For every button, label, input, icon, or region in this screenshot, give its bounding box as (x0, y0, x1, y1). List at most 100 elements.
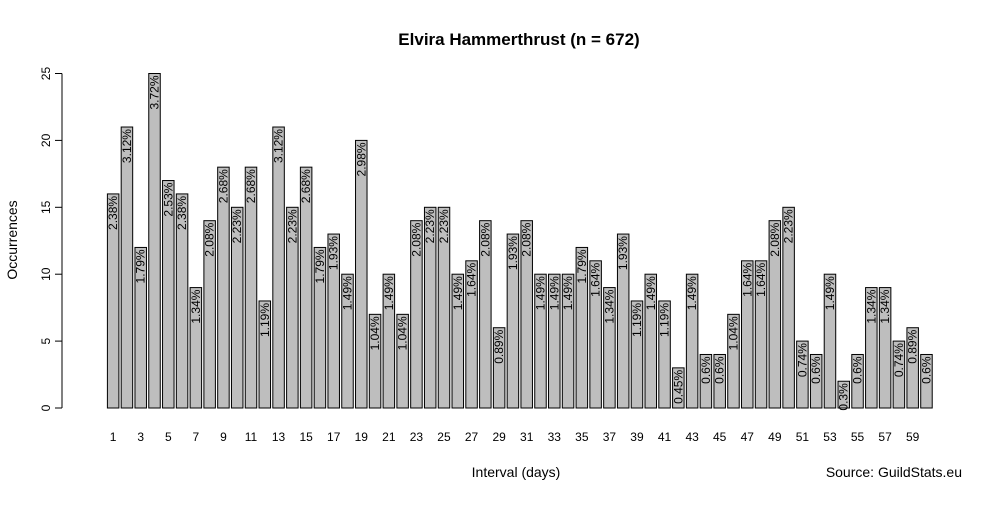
bar (644, 273, 658, 409)
bar-value-label: 1.04% (726, 316, 740, 350)
bar-value-label: 1.04% (396, 316, 410, 350)
x-tick-label: 21 (382, 430, 396, 444)
bar (878, 287, 892, 409)
bar (134, 246, 147, 409)
bar-value-label: 1.49% (644, 276, 658, 310)
bar-value-label: 1.49% (685, 276, 699, 310)
bar-value-label: 1.19% (658, 303, 672, 337)
bar (258, 300, 272, 409)
bar (479, 220, 492, 409)
bar-value-label: 3.72% (148, 75, 162, 109)
bar-value-label: 1.49% (382, 276, 396, 310)
x-tick-label: 23 (410, 430, 424, 444)
source-label: Source: GuildStats.eu (826, 464, 962, 480)
x-tick-label: 11 (245, 430, 258, 444)
bar-value-label: 2.23% (782, 209, 796, 243)
bar-value-label: 1.93% (506, 236, 520, 270)
x-tick-label: 31 (520, 430, 534, 444)
bar (382, 273, 396, 409)
bar-value-label: 1.49% (547, 276, 561, 310)
bar-value-label: 1.34% (602, 289, 616, 323)
bar-value-label: 2.08% (520, 222, 534, 256)
bar (754, 260, 768, 409)
bar-value-label: 2.38% (106, 196, 120, 230)
bar-value-label: 1.79% (313, 249, 327, 283)
x-tick-label: 59 (906, 430, 920, 444)
x-tick-label: 5 (165, 430, 172, 444)
bar (120, 126, 134, 409)
bar-value-label: 2.53% (161, 182, 175, 216)
bar (410, 220, 423, 409)
bar-value-label: 0.89% (492, 329, 506, 363)
bar (603, 287, 616, 409)
bar (865, 287, 878, 409)
bar (699, 353, 713, 409)
bar-value-label: 2.68% (299, 169, 313, 203)
bar-value-label: 1.93% (616, 236, 630, 270)
x-tick-label: 3 (137, 430, 144, 444)
y-tick-label: 20 (39, 133, 53, 147)
bar-value-label: 0.6% (699, 356, 713, 384)
y-tick-label: 10 (39, 267, 53, 281)
x-tick-label: 13 (272, 430, 286, 444)
bar (106, 193, 120, 409)
bar-value-label: 2.98% (354, 142, 368, 176)
bar (589, 260, 602, 409)
bar-value-label: 1.79% (134, 249, 148, 283)
chart-title: Elvira Hammerthrust (n = 672) (398, 30, 639, 49)
bar-value-label: 1.93% (327, 236, 341, 270)
bar (368, 313, 382, 409)
x-tick-label: 41 (658, 430, 672, 444)
x-tick-label: 35 (575, 430, 589, 444)
y-axis-label: Occurrences (4, 200, 20, 279)
bar (741, 260, 754, 409)
bar-value-label: 1.49% (340, 276, 354, 310)
bar (837, 380, 851, 409)
x-tick-label: 33 (548, 430, 562, 444)
bar (189, 287, 203, 409)
bar (561, 273, 575, 409)
bar (355, 139, 368, 409)
bar (809, 353, 823, 409)
bar-value-label: 2.08% (768, 222, 782, 256)
bar-value-label: 0.74% (795, 343, 809, 377)
bar (492, 327, 506, 409)
x-tick-label: 57 (878, 430, 892, 444)
bar-value-label: 1.19% (258, 303, 272, 337)
bar-value-label: 3.12% (272, 129, 286, 163)
bar-value-label: 1.64% (754, 262, 768, 296)
x-tick-label: 43 (685, 430, 699, 444)
bar (437, 206, 451, 409)
bar-value-label: 2.23% (423, 209, 437, 243)
bar-value-label: 0.45% (671, 370, 685, 404)
bar (175, 193, 189, 409)
y-tick-label: 15 (39, 200, 53, 214)
bar-value-label: 2.68% (216, 169, 230, 203)
bar-value-label: 2.08% (203, 222, 217, 256)
bar (299, 166, 313, 409)
bar (616, 233, 630, 409)
bar-value-label: 1.64% (589, 262, 603, 296)
bar (341, 273, 354, 409)
bar-value-label: 1.34% (864, 289, 878, 323)
x-tick-label: 37 (603, 430, 617, 444)
x-tick-label: 17 (327, 430, 341, 444)
bar-value-label: 1.64% (465, 262, 479, 296)
bar (727, 313, 740, 409)
bar (203, 220, 216, 409)
x-tick-label: 7 (193, 430, 200, 444)
bar (520, 220, 533, 409)
bar (148, 73, 161, 409)
x-tick-label: 49 (768, 430, 782, 444)
x-tick-label: 27 (465, 430, 479, 444)
x-tick-label: 55 (851, 430, 865, 444)
bar-value-label: 1.34% (189, 289, 203, 323)
bar-value-label: 2.68% (244, 169, 258, 203)
bar (451, 273, 465, 409)
bar-value-label: 0.6% (713, 356, 727, 384)
bar (851, 353, 864, 409)
y-tick-label: 25 (39, 67, 53, 81)
bar (465, 260, 478, 409)
bar (575, 246, 589, 409)
